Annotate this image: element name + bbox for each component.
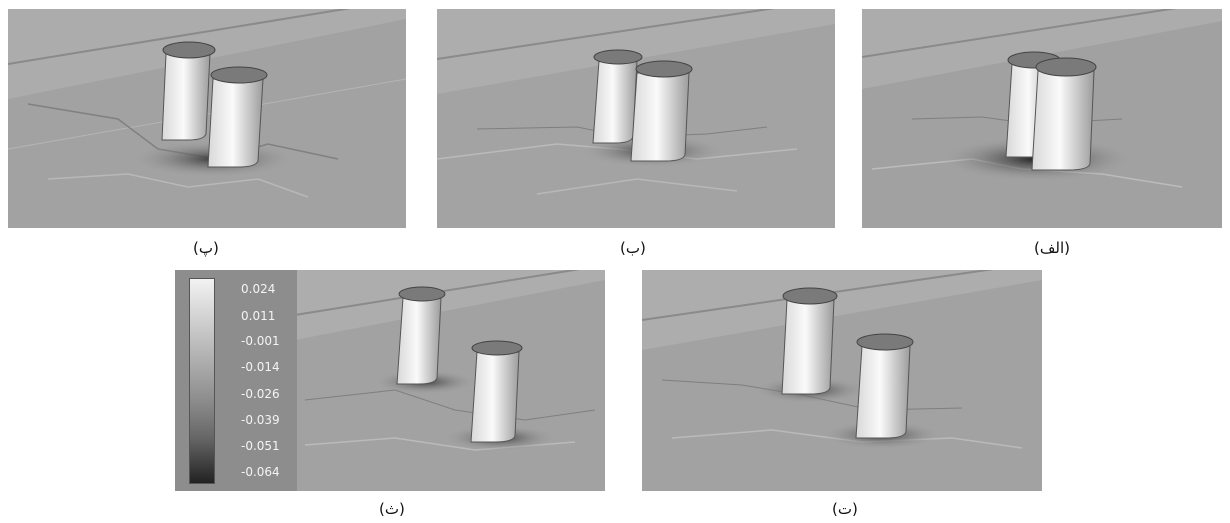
colorbar-tick-label: -0.051 [241, 439, 280, 453]
colorbar-tick-label: -0.001 [241, 334, 280, 348]
colorbar-gradient [189, 278, 215, 484]
colorbar-tick-label: 0.011 [241, 309, 276, 323]
colorbar-tick-label: -0.026 [241, 387, 280, 401]
colorbar-tick-label: -0.039 [241, 413, 280, 427]
panel-caption-be: (ب) [620, 239, 646, 257]
panel-caption-se: (ث) [379, 500, 405, 518]
colorbar-tick-label: -0.064 [241, 465, 280, 479]
figure-panel-be [437, 9, 835, 228]
panel-caption-te: (ت) [832, 500, 858, 518]
seabed-surface-plot [437, 9, 835, 228]
colorbar: 0.024 0.011 -0.001 -0.014 -0.026 -0.039 … [175, 270, 297, 491]
panel-caption-alef: (الف) [1034, 239, 1070, 257]
seabed-surface-plot [642, 270, 1042, 491]
figure-panel-alef [862, 9, 1222, 228]
seabed-surface-plot [8, 9, 406, 228]
figure-panel-te [642, 270, 1042, 491]
seabed-surface-plot [862, 9, 1222, 228]
figure-panel-se: 0.024 0.011 -0.001 -0.014 -0.026 -0.039 … [175, 270, 605, 491]
figure-panel-pe [8, 9, 406, 228]
panel-caption-pe: (پ) [193, 239, 219, 257]
colorbar-tick-label: -0.014 [241, 360, 280, 374]
colorbar-tick-label: 0.024 [241, 282, 276, 296]
